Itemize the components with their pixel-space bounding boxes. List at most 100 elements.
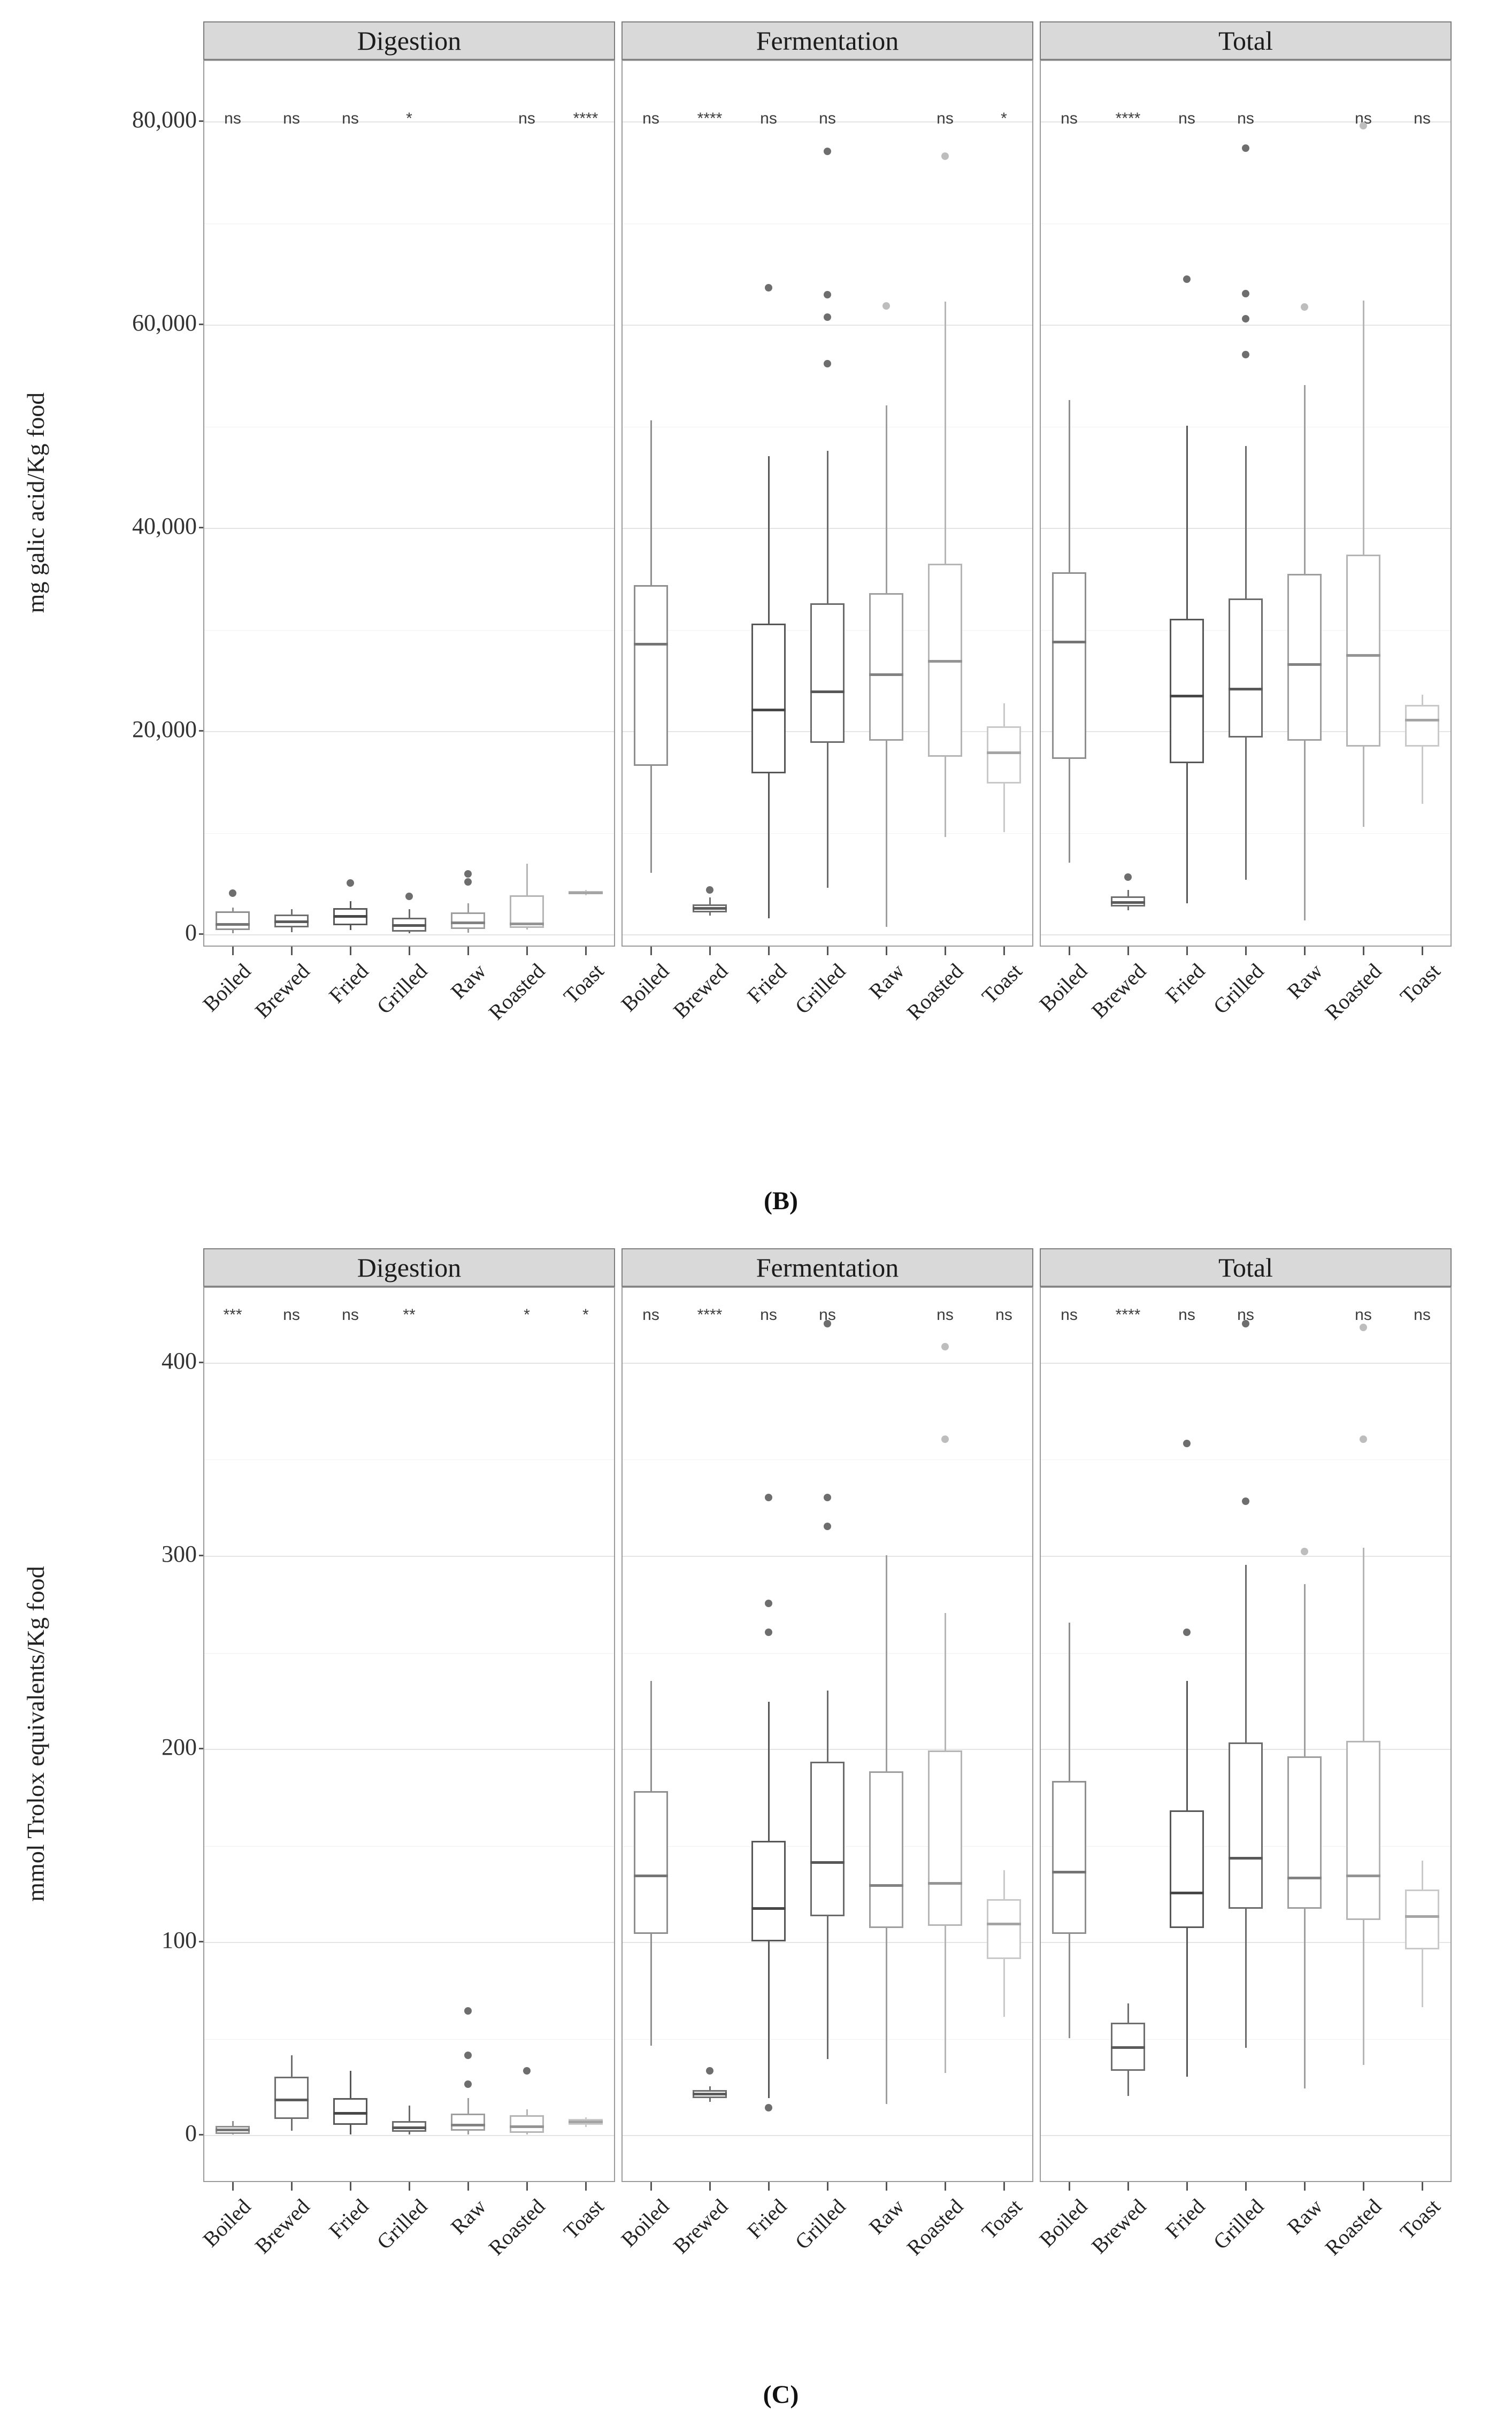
significance-label: ns <box>642 110 659 127</box>
box <box>1405 1889 1439 1949</box>
facet-strip: Digestion <box>203 1248 615 1287</box>
outlier-dot <box>1360 122 1367 130</box>
box <box>1287 1756 1322 1909</box>
y-tick-label: 20,000 <box>132 716 197 742</box>
outlier-dot <box>824 147 831 155</box>
significance-label: ns <box>760 110 777 127</box>
x-tick-mark <box>232 947 234 955</box>
y-tick-label: 80,000 <box>132 106 197 133</box>
significance-label: * <box>582 1306 589 1324</box>
x-tick-mark <box>1421 2182 1423 2191</box>
outlier-dot <box>523 2067 531 2075</box>
median-line <box>1052 641 1086 644</box>
significance-label: ns <box>1061 110 1078 127</box>
gridline-major <box>623 324 1032 326</box>
box <box>216 911 250 931</box>
box <box>928 1750 962 1926</box>
facet-panel <box>203 1287 615 2182</box>
y-tick-label: 60,000 <box>132 309 197 336</box>
median-line <box>869 673 903 676</box>
gridline-major <box>1041 934 1450 935</box>
gridline-major <box>1041 2135 1450 2137</box>
gridline-minor <box>204 1653 614 1654</box>
significance-label: ns <box>937 1306 954 1324</box>
outlier-dot <box>1301 1547 1308 1555</box>
significance-label: ns <box>760 1306 777 1324</box>
box <box>1405 705 1439 747</box>
gridline-major <box>204 2135 614 2137</box>
x-tick-mark <box>526 947 528 955</box>
x-tick-mark <box>1245 947 1247 955</box>
median-line <box>216 923 250 926</box>
outlier-dot <box>824 313 831 321</box>
outlier-dot <box>824 1522 831 1530</box>
outlier-dot <box>824 360 831 368</box>
median-line <box>987 1923 1021 1926</box>
outlier-dot <box>765 1493 772 1501</box>
box <box>1229 1742 1263 1909</box>
x-tick-mark <box>885 2182 887 2191</box>
outlier-dot <box>941 152 949 160</box>
median-line <box>634 642 668 646</box>
median-line <box>693 907 727 910</box>
significance-label: **** <box>697 110 723 127</box>
figure-caption: (C) <box>763 2380 799 2409</box>
outlier-dot <box>464 878 472 886</box>
outlier-dot <box>464 2007 472 2015</box>
whisker <box>408 2106 410 2135</box>
x-tick-mark <box>232 2182 234 2191</box>
gridline-major <box>204 934 614 935</box>
median-line <box>1111 901 1145 904</box>
significance-label: ns <box>1061 1306 1078 1324</box>
x-tick-mark <box>1127 2182 1129 2191</box>
significance-label: ns <box>1178 1306 1195 1324</box>
x-tick-mark <box>526 2182 528 2191</box>
gridline-major <box>204 527 614 529</box>
x-tick-mark <box>408 947 410 955</box>
box <box>451 912 485 930</box>
y-axis-title: mg galic acid/Kg food <box>22 392 49 613</box>
outlier-dot <box>464 2052 472 2060</box>
gridline-minor <box>204 833 614 834</box>
box <box>869 1771 903 1928</box>
y-tick-mark <box>199 933 206 935</box>
median-line <box>810 1861 845 1864</box>
significance-label: * <box>1001 110 1007 127</box>
median-line <box>751 709 786 712</box>
gridline-major <box>204 731 614 732</box>
significance-label: ns <box>283 1306 300 1324</box>
facet-strip: Fermentation <box>621 1248 1033 1287</box>
outlier-dot <box>1301 303 1308 311</box>
outlier-dot <box>1183 275 1191 283</box>
median-line <box>1405 1915 1439 1918</box>
median-line <box>810 690 845 694</box>
box <box>1052 1781 1086 1934</box>
x-tick-mark <box>1068 947 1070 955</box>
significance-label: ns <box>342 1306 359 1324</box>
median-line <box>274 2098 309 2101</box>
outlier-dot <box>824 1493 831 1501</box>
box <box>751 624 786 773</box>
significance-label: ns <box>1237 110 1254 127</box>
significance-label: ns <box>1414 110 1431 127</box>
gridline-major <box>623 1555 1032 1557</box>
outlier-dot <box>405 892 413 900</box>
x-tick-mark <box>1245 2182 1247 2191</box>
median-line <box>869 1884 903 1887</box>
median-line <box>510 923 544 926</box>
x-tick-mark <box>1303 2182 1306 2191</box>
x-tick-mark <box>467 2182 469 2191</box>
median-line <box>274 920 309 923</box>
figure-caption: (B) <box>764 1187 798 1215</box>
outlier-dot <box>1242 1319 1249 1327</box>
outlier-dot <box>706 2067 713 2075</box>
outlier-dot <box>1124 873 1132 881</box>
box <box>634 585 668 766</box>
gridline-major <box>204 1555 614 1557</box>
facet-strip: Fermentation <box>621 21 1033 60</box>
median-line <box>987 751 1021 755</box>
outlier-dot <box>1242 315 1249 323</box>
median-line <box>451 2123 485 2126</box>
x-tick-mark <box>1003 2182 1005 2191</box>
outlier-dot <box>941 1435 949 1443</box>
